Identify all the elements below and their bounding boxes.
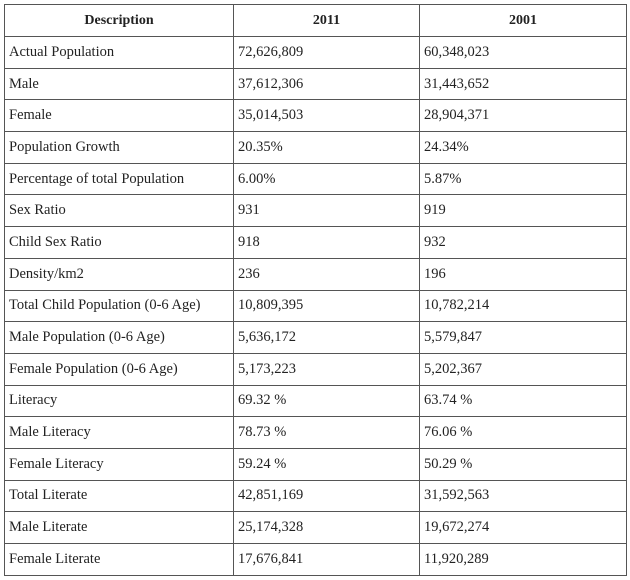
row-label: Sex Ratio [4,194,234,228]
value-cell: 932 [419,226,627,259]
value-cell: 24.34% [419,131,627,164]
row-label: Male [4,67,234,101]
row-label: Density/km2 [4,257,234,291]
table-row: Male 37,612,306 31,443,652 [4,67,627,101]
value-cell: 236 [233,257,420,291]
value-cell: 5,202,367 [419,352,627,386]
row-label: Female Population (0-6 Age) [4,352,234,386]
value-cell: 919 [419,194,627,228]
table-row: Literacy 69.32 % 63.74 % [4,384,627,418]
value-cell: 35,014,503 [233,99,420,133]
row-label: Male Literacy [4,416,234,449]
table-row: Child Sex Ratio 918 932 [4,226,627,259]
header-cell: 2011 [233,4,420,37]
table-row: Sex Ratio 931 919 [4,194,627,228]
header-cell: Description [4,4,234,37]
value-cell: 42,851,169 [233,479,420,513]
row-label: Total Child Population (0-6 Age) [4,289,234,323]
row-label: Female Literate [4,543,234,576]
row-label: Percentage of total Population [4,162,234,196]
value-cell: 37,612,306 [233,67,420,101]
row-label: Female [4,99,234,133]
table-row: Population Growth 20.35% 24.34% [4,131,627,164]
value-cell: 6.00% [233,162,420,196]
value-cell: 76.06 % [419,416,627,449]
table-row: Density/km2 236 196 [4,257,627,291]
data-table: Description 2011 2001 Actual Population 72,… [4,4,627,576]
value-cell: 5,579,847 [419,321,627,354]
table-row: Percentage of total Population 6.00% 5.87% [4,162,627,196]
table-row: Female Literacy 59.24 % 50.29 % [4,447,627,481]
row-label: Actual Population [4,36,234,69]
row-label: Population Growth [4,131,234,164]
value-cell: 31,443,652 [419,67,627,101]
value-cell: 10,809,395 [233,289,420,323]
value-cell: 5,173,223 [233,352,420,386]
value-cell: 5,636,172 [233,321,420,354]
value-cell: 50.29 % [419,447,627,481]
table-row: Male Population (0-6 Age) 5,636,172 5,579,… [4,321,627,354]
row-label: Male Literate [4,511,234,544]
value-cell: 17,676,841 [233,543,420,576]
table-row: Female 35,014,503 28,904,371 [4,99,627,133]
table-row: Actual Population 72,626,809 60,348,023 [4,36,627,69]
value-cell: 25,174,328 [233,511,420,544]
row-label: Literacy [4,384,234,418]
value-cell: 72,626,809 [233,36,420,69]
table-head: Description 2011 2001 [4,4,627,37]
table-row: Male Literacy 78.73 % 76.06 % [4,416,627,449]
table-row: Male Literate 25,174,328 19,672,274 [4,511,627,544]
header-cell: 2001 [419,4,627,37]
table-row: Female Literate 17,676,841 11,920,289 [4,543,627,576]
value-cell: 60,348,023 [419,36,627,69]
value-cell: 59.24 % [233,447,420,481]
value-cell: 11,920,289 [419,543,627,576]
header-row: Description 2011 2001 [4,4,627,37]
table-row: Total Child Population (0-6 Age) 10,809,3… [4,289,627,323]
value-cell: 31,592,563 [419,479,627,513]
value-cell: 28,904,371 [419,99,627,133]
row-label: Total Literate [4,479,234,513]
row-label: Male Population (0-6 Age) [4,321,234,354]
value-cell: 10,782,214 [419,289,627,323]
table-body: Actual Population 72,626,809 60,348,023 Mal… [4,36,627,576]
row-label: Child Sex Ratio [4,226,234,259]
value-cell: 5.87% [419,162,627,196]
value-cell: 19,672,274 [419,511,627,544]
table-row: Total Literate 42,851,169 31,592,563 [4,479,627,513]
value-cell: 918 [233,226,420,259]
row-label: Female Literacy [4,447,234,481]
value-cell: 196 [419,257,627,291]
value-cell: 78.73 % [233,416,420,449]
table-row: Female Population (0-6 Age) 5,173,223 5,20… [4,352,627,386]
value-cell: 20.35% [233,131,420,164]
value-cell: 931 [233,194,420,228]
value-cell: 63.74 % [419,384,627,418]
value-cell: 69.32 % [233,384,420,418]
